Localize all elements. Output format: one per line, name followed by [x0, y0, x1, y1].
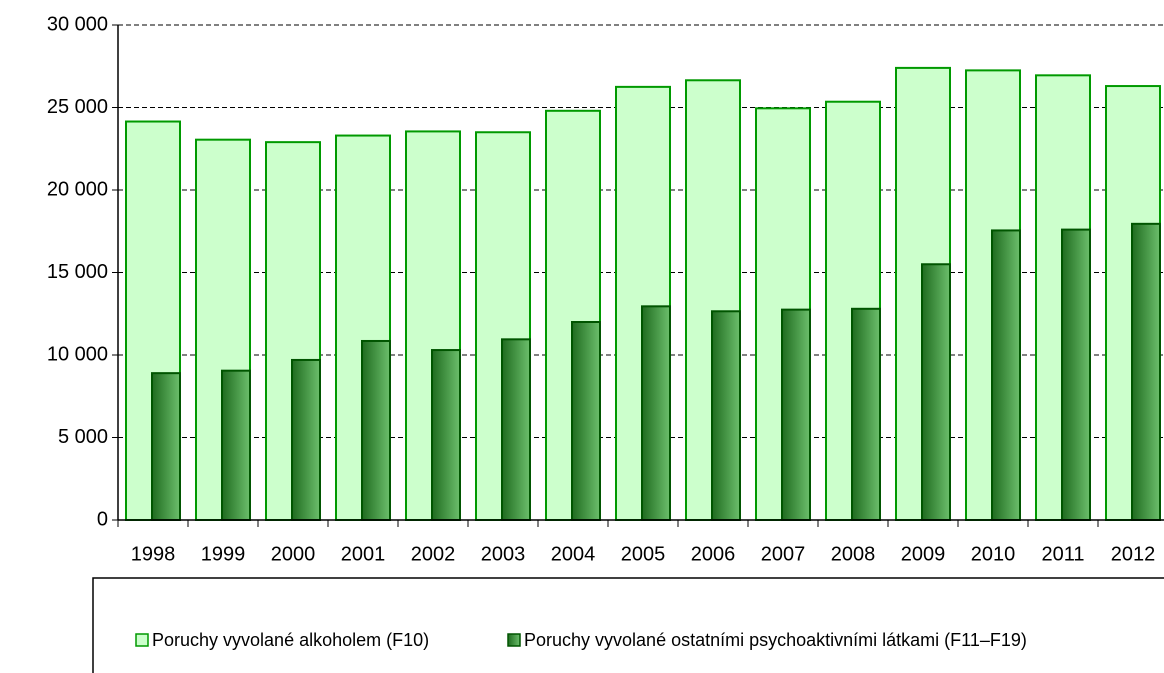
bar: [1131, 222, 1161, 521]
x-tick-label: 2004: [551, 543, 596, 565]
x-tick-label: 2001: [341, 543, 386, 565]
x-tick-label: 2012: [1111, 543, 1156, 565]
x-tick-label: 2009: [901, 543, 946, 565]
y-tick-label: 20 000: [47, 178, 108, 200]
bar: [711, 310, 741, 521]
legend-box: [92, 577, 1164, 673]
bar: [851, 307, 881, 521]
bar: [921, 263, 951, 521]
y-tick-label: 25 000: [47, 96, 108, 118]
x-tick-label: 2010: [971, 543, 1016, 565]
x-tick-label: 2005: [621, 543, 666, 565]
legend-label: Poruchy vyvolané alkoholem (F10): [152, 630, 429, 650]
x-tick-label: 1998: [131, 543, 176, 565]
x-tick-label: 2008: [831, 543, 876, 565]
bar: [781, 308, 811, 521]
bar: [221, 369, 251, 521]
x-tick-label: 2002: [411, 543, 456, 565]
y-tick-label: 0: [97, 508, 108, 530]
x-tick-label: 2011: [1041, 543, 1084, 565]
bar: [641, 305, 671, 522]
y-tick-label: 30 000: [47, 13, 108, 35]
bar: [291, 358, 321, 522]
x-tick-label: 2003: [481, 543, 526, 565]
y-tick-label: 15 000: [47, 261, 108, 283]
bar: [151, 372, 181, 521]
bar: [571, 321, 601, 521]
x-tick-label: 2006: [691, 543, 736, 565]
y-tick-label: 10 000: [47, 343, 108, 365]
bar: [501, 338, 531, 522]
legend: Poruchy vyvolané alkoholem (F10) Poruchy …: [135, 630, 1027, 650]
bar: [431, 349, 461, 521]
x-tick-label: 1999: [201, 543, 246, 565]
legend-swatch: [135, 633, 149, 647]
bar: [1061, 228, 1091, 521]
legend-swatch: [507, 633, 521, 647]
x-tick-label: 2000: [271, 543, 316, 565]
bar: [991, 229, 1021, 522]
y-tick-label: 5 000: [58, 426, 108, 448]
bar: [361, 339, 391, 521]
legend-label: Poruchy vyvolané ostatními psychoaktivní…: [524, 630, 1027, 650]
x-tick-label: 2007: [761, 543, 806, 565]
